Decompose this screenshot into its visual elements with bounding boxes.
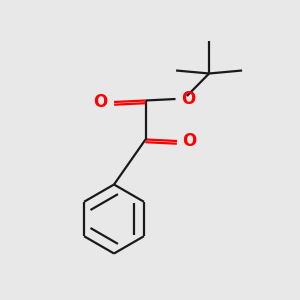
Text: O: O (182, 132, 197, 150)
Text: O: O (93, 93, 107, 111)
Text: O: O (181, 90, 195, 108)
